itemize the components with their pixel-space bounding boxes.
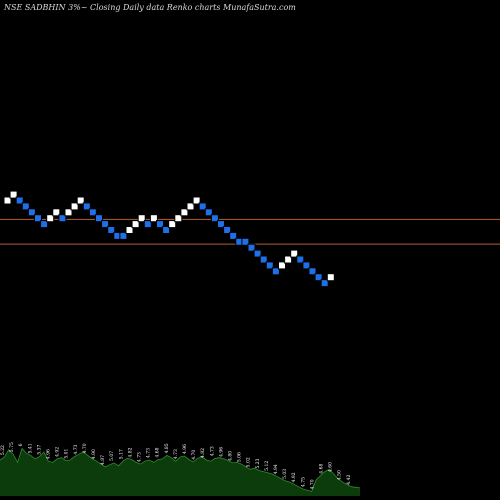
renko-brick-up-22	[137, 214, 146, 223]
renko-brick-down-36	[223, 226, 232, 234]
renko-brick-down-40	[247, 243, 256, 252]
volume-value-label-21: 4.70	[191, 450, 197, 460]
renko-brick-down-19	[119, 231, 128, 240]
renko-brick-down-51	[314, 273, 323, 282]
renko-brick-down-23	[143, 220, 152, 229]
volume-value-label-2: 6	[18, 443, 24, 446]
volume-value-label-0: 5.22	[0, 445, 6, 455]
renko-brick-down-13	[82, 202, 91, 211]
renko-brick-down-50	[308, 267, 317, 276]
volume-value-label-12: 5.07	[109, 451, 115, 461]
renko-brick-down-4	[27, 208, 36, 217]
renko-brick-down-34	[210, 214, 219, 223]
volume-value-label-31: 5.03	[282, 469, 288, 479]
renko-brick-down-39	[241, 237, 250, 246]
volume-value-label-28: 5.23	[255, 458, 261, 468]
volume-value-label-10: 4.90	[91, 449, 97, 459]
volume-value-label-29: 5.12	[264, 461, 270, 471]
volume-value-label-17: 4.68	[155, 447, 161, 457]
volume-value-label-3: 5.41	[27, 443, 33, 453]
volume-value-label-18: 4.85	[164, 443, 170, 453]
renko-brick-down-3	[21, 202, 30, 211]
volume-value-label-20: 4.96	[182, 444, 188, 454]
renko-brick-down-35	[217, 220, 225, 229]
renko-brick-down-32	[198, 202, 207, 211]
volume-value-label-33: 4.75	[300, 477, 306, 487]
renko-brick-up-29	[180, 208, 189, 217]
volume-line	[0, 447, 361, 492]
renko-brick-up-1	[9, 190, 18, 199]
renko-brick-up-12	[76, 196, 85, 205]
renko-brick-down-37	[229, 231, 238, 240]
renko-brick-up-46	[284, 255, 293, 264]
renko-brick-down-16	[101, 220, 110, 229]
renko-brick-up-24	[149, 214, 158, 223]
renko-brick-down-43	[265, 261, 274, 270]
renko-brick-down-2	[15, 196, 24, 205]
renko-brick-up-20	[125, 226, 134, 234]
volume-value-label-15: 4.73	[137, 452, 143, 462]
renko-brick-down-33	[204, 208, 213, 217]
volume-value-label-22: 4.82	[200, 448, 206, 458]
renko-brick-up-0	[3, 196, 12, 205]
volume-value-label-26: 5.06	[237, 452, 243, 462]
volume-value-label-8: 4.73	[73, 444, 79, 454]
renko-brick-down-48	[296, 255, 305, 264]
volume-area	[0, 447, 361, 496]
renko-brick-down-42	[259, 255, 268, 264]
volume-value-label-34: 4.70	[309, 479, 315, 489]
volume-value-label-32: 4.92	[291, 472, 297, 482]
volume-value-label-9: 4.70	[82, 443, 88, 453]
renko-brick-up-53	[326, 273, 335, 282]
volume-value-label-24: 4.96	[218, 447, 224, 457]
volume-value-labels: 5.22 5.75 6 5.41 5.37 4.96 4.92 5.01 4.73 4.704.9…	[0, 442, 352, 489]
renko-brick-up-7	[46, 214, 55, 223]
renko-brick-down-26	[162, 226, 171, 234]
renko-brick-up-8	[52, 208, 61, 217]
volume-value-label-14: 4.82	[127, 447, 133, 457]
volume-value-label-19: 4.73	[173, 449, 179, 459]
renko-brick-down-5	[34, 214, 42, 223]
volume-value-label-23: 4.73	[209, 446, 215, 456]
volume-value-label-35: 4.68	[319, 464, 325, 474]
volume-value-label-37: 4.50	[337, 470, 343, 480]
renko-brick-up-27	[168, 220, 177, 229]
volume-value-label-30: 4.94	[273, 464, 279, 474]
volume-value-label-38: 4.42	[346, 475, 352, 485]
volume-value-label-5: 4.96	[46, 449, 52, 459]
volume-value-label-11: 4.87	[100, 455, 106, 465]
volume-value-label-25: 4.80	[228, 451, 234, 461]
chart-title: NSE SADBHIN 3%~ Closing Daily data Renko…	[3, 3, 296, 12]
renko-brick-down-9	[58, 214, 67, 223]
renko-brick-up-10	[64, 208, 73, 217]
renko-brick-up-31	[192, 196, 201, 205]
volume-value-label-13: 5.17	[118, 449, 124, 459]
renko-brick-up-28	[174, 214, 183, 223]
volume-value-label-36: 4.60	[328, 462, 334, 472]
volume-value-label-4: 5.37	[36, 444, 42, 454]
renko-brick-down-25	[156, 220, 164, 229]
renko-brick-up-45	[278, 261, 286, 270]
volume-value-label-7: 5.01	[64, 448, 70, 458]
volume-area-fill	[0, 448, 360, 496]
renko-brick-down-44	[271, 267, 280, 276]
renko-brick-down-49	[302, 261, 311, 270]
volume-value-label-1: 5.75	[9, 442, 15, 452]
renko-brick-up-47	[290, 249, 299, 258]
volume-value-label-6: 4.92	[55, 447, 61, 457]
volume-value-label-27: 5.02	[246, 457, 252, 467]
renko-brick-down-14	[88, 208, 97, 217]
renko-brick-up-30	[186, 202, 195, 211]
renko-brick-down-41	[253, 249, 262, 258]
renko-bricks	[3, 190, 335, 288]
renko-brick-down-52	[320, 279, 329, 288]
volume-value-label-16: 4.73	[146, 448, 152, 458]
renko-brick-down-15	[95, 214, 103, 223]
renko-brick-up-11	[70, 202, 79, 211]
renko-brick-down-17	[107, 226, 116, 234]
renko-brick-up-21	[131, 220, 140, 229]
renko-brick-down-6	[40, 220, 49, 229]
